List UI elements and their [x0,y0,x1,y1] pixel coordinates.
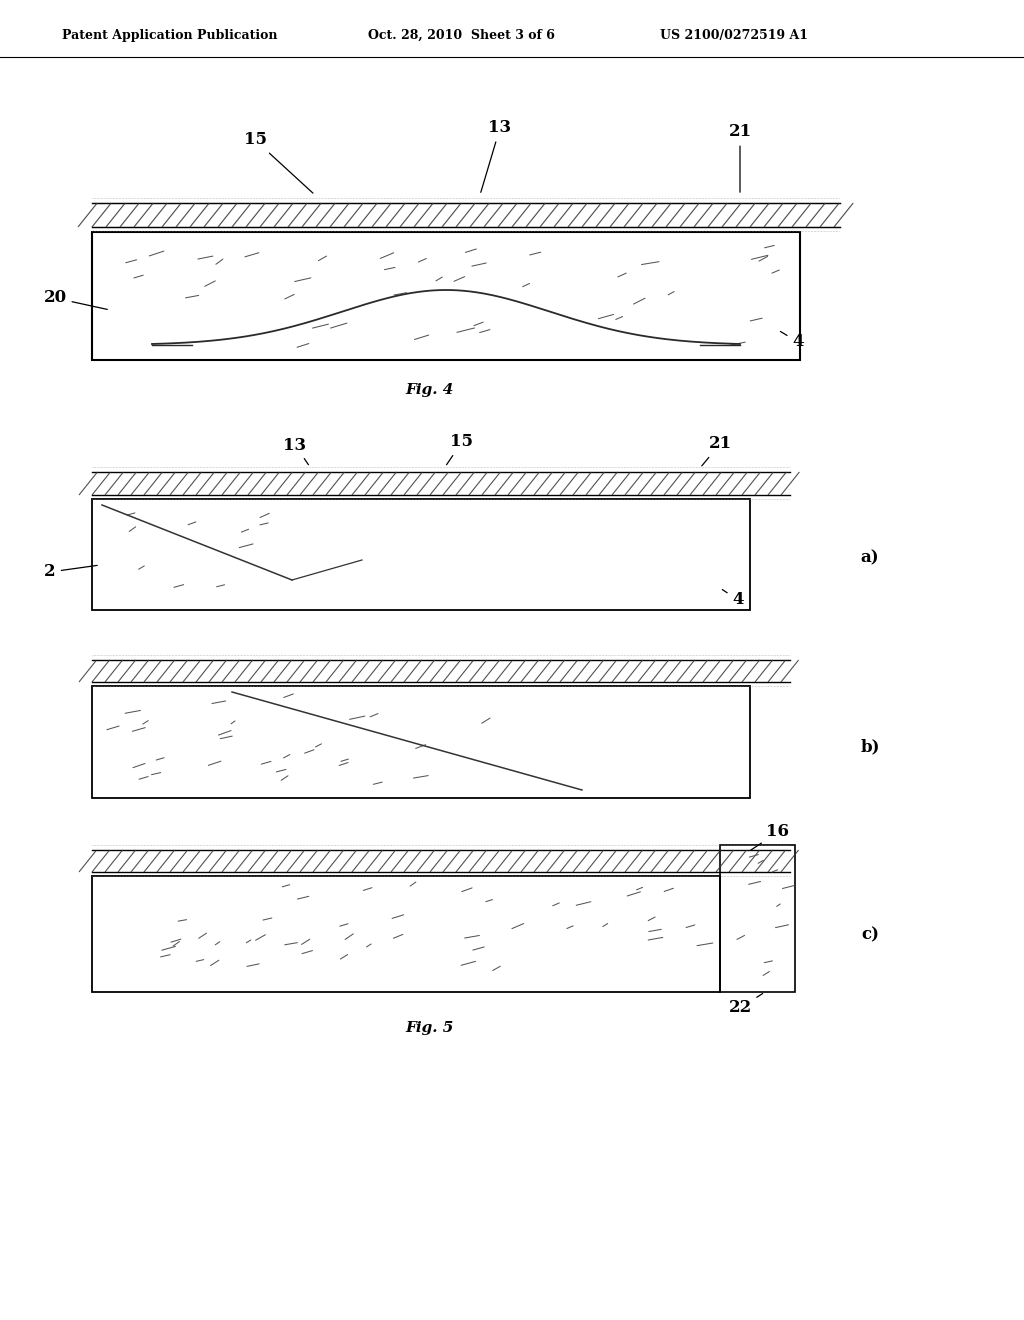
Text: Oct. 28, 2010  Sheet 3 of 6: Oct. 28, 2010 Sheet 3 of 6 [368,29,555,41]
Text: 2: 2 [44,564,97,581]
Text: 15: 15 [446,433,473,465]
Text: 15: 15 [244,132,313,193]
Text: 16: 16 [751,824,790,850]
Text: a): a) [861,549,880,566]
Text: 4: 4 [722,590,743,609]
Bar [92,876,720,993]
Text: c): c) [861,927,879,944]
Text: 21: 21 [728,124,752,193]
Text: 21: 21 [701,436,731,466]
Text: US 2100/0272519 A1: US 2100/0272519 A1 [660,29,808,41]
Text: 4: 4 [780,331,804,351]
Text: 13: 13 [481,120,512,193]
Text: 13: 13 [284,437,308,465]
Bar [720,845,795,993]
Bar [92,499,750,610]
Text: Fig. 5: Fig. 5 [406,1020,455,1035]
Text: Patent Application Publication: Patent Application Publication [62,29,278,41]
Text: Fig. 4: Fig. 4 [406,383,455,397]
Bar [92,686,750,799]
Text: 20: 20 [43,289,108,309]
Text: b): b) [860,738,880,755]
Text: 22: 22 [728,994,763,1016]
Bar [92,232,800,360]
